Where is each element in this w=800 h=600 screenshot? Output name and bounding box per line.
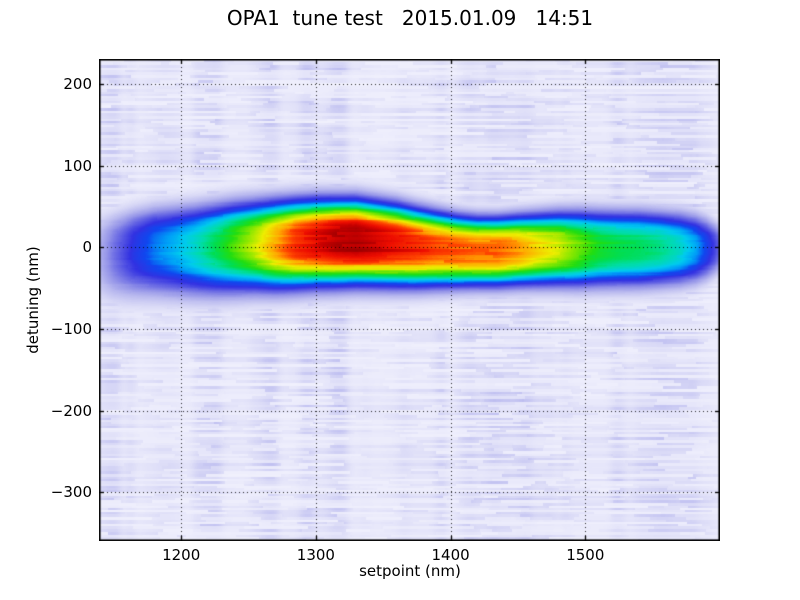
- x-tick-label: 1500: [566, 546, 605, 564]
- y-tick-label: −100: [50, 319, 92, 338]
- x-tick-label: 1300: [296, 546, 335, 564]
- y-tick-label: 200: [63, 75, 92, 94]
- heatmap-canvas: [99, 59, 720, 541]
- x-axis-label: setpoint (nm): [359, 562, 461, 580]
- plot-title: OPA1 tune test 2015.01.09 14:51: [226, 6, 594, 30]
- x-tick-label: 1400: [431, 546, 470, 564]
- y-tick-label: −200: [50, 401, 92, 420]
- y-tick-label: 100: [63, 156, 92, 175]
- y-tick-label: −300: [50, 483, 92, 502]
- y-axis-label: detuning (nm): [24, 246, 42, 354]
- y-tick-label: 0: [82, 238, 92, 257]
- x-tick-label: 1200: [162, 546, 201, 564]
